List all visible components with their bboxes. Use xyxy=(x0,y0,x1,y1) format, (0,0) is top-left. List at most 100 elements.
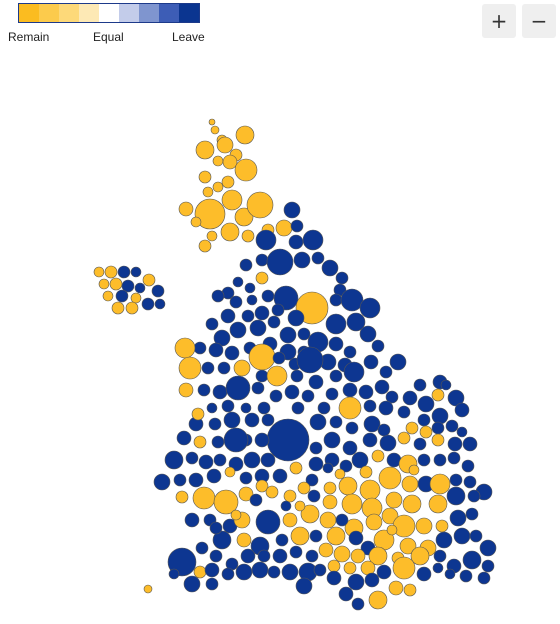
constituency-leave[interactable] xyxy=(134,282,146,294)
constituency-leave[interactable] xyxy=(272,468,288,484)
constituency-leave[interactable] xyxy=(154,298,166,310)
constituency-leave[interactable] xyxy=(433,453,447,467)
constituency-leave[interactable] xyxy=(417,395,435,413)
constituency-leave[interactable] xyxy=(358,384,374,400)
constituency-leave[interactable] xyxy=(462,436,478,452)
constituency-remain[interactable] xyxy=(428,494,448,514)
constituency-remain[interactable] xyxy=(216,136,234,154)
constituency-remain[interactable] xyxy=(318,542,334,558)
constituency-remain[interactable] xyxy=(206,230,218,242)
constituency-leave[interactable] xyxy=(413,378,427,392)
constituency-leave[interactable] xyxy=(235,563,253,581)
zoom-out-button[interactable]: − xyxy=(522,4,556,38)
constituency-remain[interactable] xyxy=(220,222,240,242)
constituency-remain[interactable] xyxy=(275,219,293,237)
constituency-remain[interactable] xyxy=(130,292,142,304)
constituency-remain[interactable] xyxy=(241,229,255,243)
constituency-leave[interactable] xyxy=(229,295,243,309)
constituency-leave[interactable] xyxy=(217,361,231,375)
constituency-leave[interactable] xyxy=(197,383,211,397)
constituency-remain[interactable] xyxy=(255,479,269,493)
constituency-remain[interactable] xyxy=(333,545,351,563)
constituency-leave[interactable] xyxy=(254,305,270,321)
constituency-remain[interactable] xyxy=(338,396,362,420)
constituency-leave[interactable] xyxy=(326,570,342,586)
constituency-leave[interactable] xyxy=(239,258,253,272)
constituency-leave[interactable] xyxy=(221,567,235,581)
constituency-leave[interactable] xyxy=(257,549,271,563)
constituency-leave[interactable] xyxy=(385,390,399,404)
constituency-leave[interactable] xyxy=(477,571,491,585)
constituency-remain[interactable] xyxy=(266,365,288,387)
constituency-remain[interactable] xyxy=(109,277,123,291)
constituency-remain[interactable] xyxy=(221,175,235,189)
constituency-leave[interactable] xyxy=(206,402,218,414)
constituency-leave[interactable] xyxy=(479,539,497,557)
constituency-leave[interactable] xyxy=(280,500,292,512)
constituency-remain[interactable] xyxy=(322,494,338,510)
constituency-remain[interactable] xyxy=(195,140,215,160)
constituency-remain[interactable] xyxy=(431,433,445,447)
constituency-leave[interactable] xyxy=(209,549,223,563)
constituency-leave[interactable] xyxy=(323,431,341,449)
constituency-leave[interactable] xyxy=(251,561,269,579)
constituency-remain[interactable] xyxy=(142,273,156,287)
constituency-leave[interactable] xyxy=(302,229,324,251)
constituency-remain[interactable] xyxy=(431,388,445,402)
constituency-leave[interactable] xyxy=(301,389,315,403)
constituency-remain[interactable] xyxy=(210,125,220,135)
constituency-leave[interactable] xyxy=(297,327,311,341)
constituency-remain[interactable] xyxy=(399,537,417,555)
constituency-remain[interactable] xyxy=(212,181,224,193)
constituency-leave[interactable] xyxy=(223,427,249,453)
constituency-remain[interactable] xyxy=(143,584,153,594)
constituency-leave[interactable] xyxy=(449,473,463,487)
constituency-leave[interactable] xyxy=(290,219,304,233)
constituency-leave[interactable] xyxy=(240,548,256,564)
constituency-leave[interactable] xyxy=(462,550,482,570)
constituency-remain[interactable] xyxy=(236,532,252,548)
constituency-leave[interactable] xyxy=(335,513,349,527)
constituency-leave[interactable] xyxy=(308,456,324,472)
constituency-leave[interactable] xyxy=(454,402,470,418)
constituency-leave[interactable] xyxy=(208,342,224,358)
constituency-leave[interactable] xyxy=(467,489,481,503)
constituency-leave[interactable] xyxy=(342,382,358,398)
constituency-leave[interactable] xyxy=(195,541,209,555)
constituency-leave[interactable] xyxy=(201,361,215,375)
constituency-leave[interactable] xyxy=(345,421,359,435)
constituency-leave[interactable] xyxy=(433,549,447,563)
constituency-leave[interactable] xyxy=(115,289,129,303)
constituency-leave[interactable] xyxy=(255,369,269,383)
constituency-leave[interactable] xyxy=(481,559,495,573)
constituency-leave[interactable] xyxy=(205,577,219,591)
constituency-leave[interactable] xyxy=(255,229,277,251)
constituency-leave[interactable] xyxy=(240,402,252,414)
constituency-leave[interactable] xyxy=(288,234,304,250)
constituency-remain[interactable] xyxy=(283,489,297,503)
constituency-leave[interactable] xyxy=(249,493,263,507)
constituency-leave[interactable] xyxy=(255,509,281,535)
constituency-leave[interactable] xyxy=(328,336,344,352)
constituency-remain[interactable] xyxy=(175,490,189,504)
constituency-leave[interactable] xyxy=(272,548,288,564)
constituency-leave[interactable] xyxy=(291,401,305,415)
constituency-leave[interactable] xyxy=(346,312,366,332)
constituency-remain[interactable] xyxy=(174,337,196,359)
constituency-leave[interactable] xyxy=(184,512,200,528)
constituency-remain[interactable] xyxy=(221,189,243,211)
constituency-leave[interactable] xyxy=(153,473,171,491)
constituency-remain[interactable] xyxy=(385,491,403,509)
constituency-remain[interactable] xyxy=(294,500,306,512)
constituency-remain[interactable] xyxy=(202,186,214,198)
constituency-leave[interactable] xyxy=(359,325,377,343)
constituency-remain[interactable] xyxy=(415,517,433,535)
constituency-leave[interactable] xyxy=(296,346,324,374)
constituency-remain[interactable] xyxy=(190,216,202,228)
constituency-leave[interactable] xyxy=(244,412,260,428)
constituency-remain[interactable] xyxy=(419,425,433,439)
constituency-remain[interactable] xyxy=(386,524,398,536)
constituency-remain[interactable] xyxy=(230,509,242,521)
constituency-leave[interactable] xyxy=(364,572,380,588)
constituency-remain[interactable] xyxy=(104,265,118,279)
